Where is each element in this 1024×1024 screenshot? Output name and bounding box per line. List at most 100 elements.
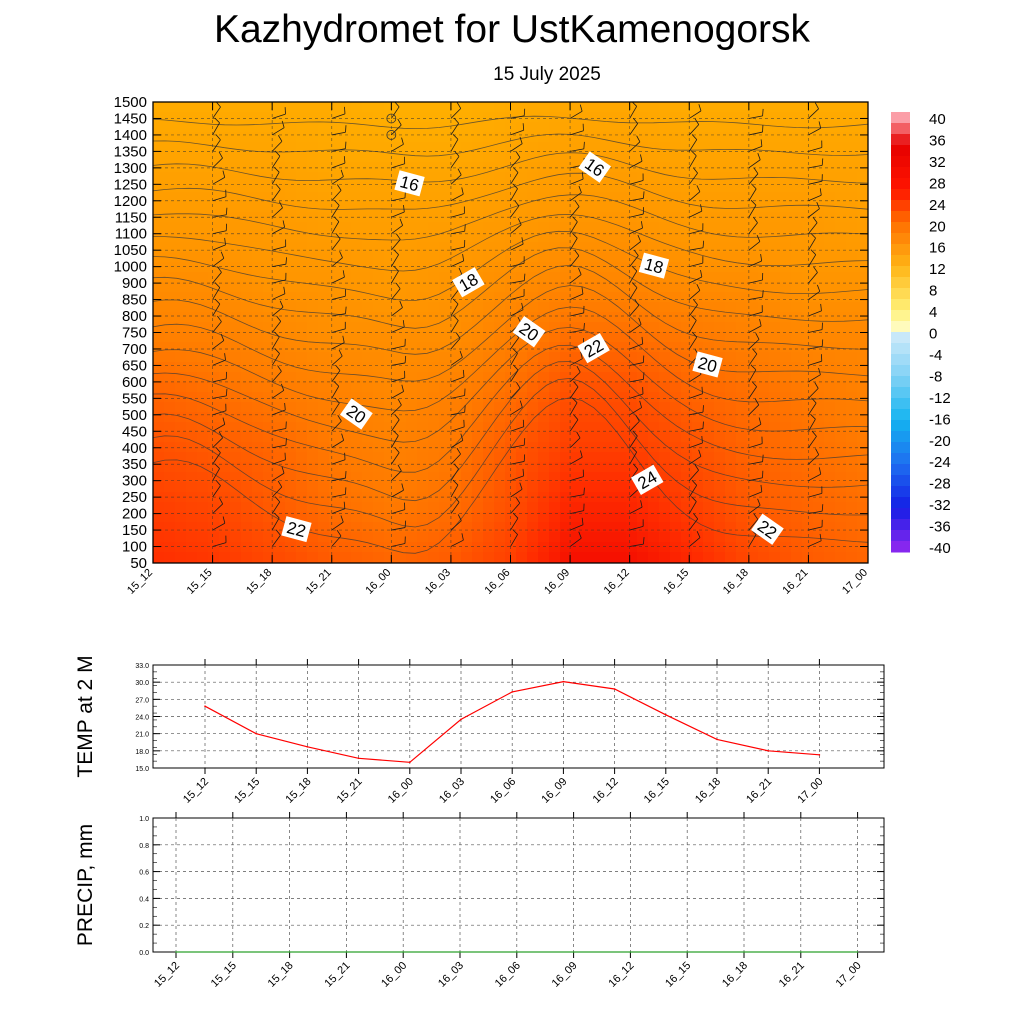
heatmap-cell (153, 402, 165, 413)
heatmap-cell (307, 372, 319, 383)
heatmap-cell (571, 312, 583, 323)
heatmap-cell (714, 422, 726, 433)
heatmap-cell (604, 522, 616, 533)
heatmap-cell (197, 322, 209, 333)
heatmap-cell (439, 182, 451, 193)
heatmap-cell (527, 462, 539, 473)
heatmap-cell (571, 202, 583, 213)
heatmap-cell (241, 302, 253, 313)
wind-barb-staff (629, 106, 638, 119)
heatmap-cell (175, 152, 187, 163)
heatmap-cell (494, 252, 506, 263)
heatmap-cell (175, 402, 187, 413)
wind-barb-staff (629, 543, 644, 547)
heatmap-cell (428, 462, 440, 473)
heatmap-cell (758, 402, 770, 413)
heatmap-cell (714, 122, 726, 133)
heatmap-cell (659, 242, 671, 253)
heatmap-cell (384, 262, 396, 273)
heatmap-cell (703, 152, 715, 163)
heatmap-cell (153, 162, 165, 173)
heatmap-cell (769, 242, 781, 253)
heatmap-cell (219, 232, 231, 243)
heatmap-cell (505, 132, 517, 143)
wind-barb-staff (450, 539, 464, 547)
heatmap-cell (285, 472, 297, 483)
heatmap-cell (450, 322, 462, 333)
heatmap-cell (164, 202, 176, 213)
heatmap-cell (406, 312, 418, 323)
heatmap-cell (538, 542, 550, 553)
colorbar-swatch (891, 376, 910, 388)
heatmap-cell (560, 472, 572, 483)
heatmap-cell (494, 392, 506, 403)
wind-barb-staff (689, 247, 704, 251)
heatmap-cell (637, 532, 649, 543)
heatmap-cell (813, 212, 825, 223)
heatmap-cell (736, 322, 748, 333)
heatmap-cell (549, 342, 561, 353)
heatmap-cell (307, 292, 319, 303)
heatmap-cell (263, 342, 275, 353)
heatmap-cell (329, 552, 341, 563)
heatmap-cell (824, 442, 836, 453)
heatmap-cell (494, 142, 506, 153)
heatmap-cell (670, 522, 682, 533)
heatmap-cell (637, 542, 649, 553)
y-tick-label: 650 (122, 357, 147, 374)
heatmap-cell (714, 352, 726, 363)
heatmap-cell (813, 122, 825, 133)
heatmap-cell (483, 432, 495, 443)
heatmap-cell (780, 272, 792, 283)
heatmap-cell (472, 202, 484, 213)
colorbar-swatch (891, 211, 910, 223)
heatmap-cell (769, 322, 781, 333)
heatmap-cell (186, 532, 198, 543)
heatmap-cell (197, 542, 209, 553)
heatmap-cell (659, 362, 671, 373)
heatmap-cell (417, 212, 429, 223)
heatmap-cell (703, 122, 715, 133)
heatmap-cell (384, 132, 396, 143)
heatmap-cell (736, 312, 748, 323)
heatmap-cell (692, 382, 704, 393)
heatmap-cell (692, 212, 704, 223)
heatmap-cell (483, 302, 495, 313)
heatmap-cell (846, 542, 858, 553)
heatmap-cell (263, 552, 275, 563)
heatmap-cell (725, 412, 737, 423)
heatmap-cell (164, 172, 176, 183)
y-tick-label: 30.0 (135, 680, 149, 687)
heatmap-cell (648, 372, 660, 383)
heatmap-cell (329, 272, 341, 283)
heatmap-cell (241, 402, 253, 413)
heatmap-cell (175, 272, 187, 283)
heatmap-cell (230, 122, 242, 133)
heatmap-cell (406, 152, 418, 163)
wind-barb-staff (331, 386, 340, 399)
x-tick-label: 16_15 (661, 567, 691, 597)
heatmap-cell (681, 532, 693, 543)
wind-barb-staff (271, 226, 285, 235)
heatmap-cell (296, 412, 308, 423)
heatmap-cell (362, 322, 374, 333)
heatmap-cell (230, 222, 242, 233)
heatmap-cell (428, 432, 440, 443)
wind-barb-flag (218, 497, 224, 505)
heatmap-cell (362, 402, 374, 413)
heatmap-cell (571, 362, 583, 373)
heatmap-cell (769, 212, 781, 223)
heatmap-cell (406, 232, 418, 243)
heatmap-cell (626, 142, 638, 153)
heatmap-cell (406, 262, 418, 273)
heatmap-cell (450, 522, 462, 533)
isotherm-line (153, 115, 868, 130)
heatmap-cell (758, 282, 770, 293)
wind-barb-flag (760, 484, 763, 492)
heatmap-cell (406, 352, 418, 363)
heatmap-cell (538, 392, 550, 403)
wind-barb-flag (281, 120, 285, 128)
heatmap-cell (593, 392, 605, 403)
heatmap-cell (824, 162, 836, 173)
heatmap-cell (802, 362, 814, 373)
